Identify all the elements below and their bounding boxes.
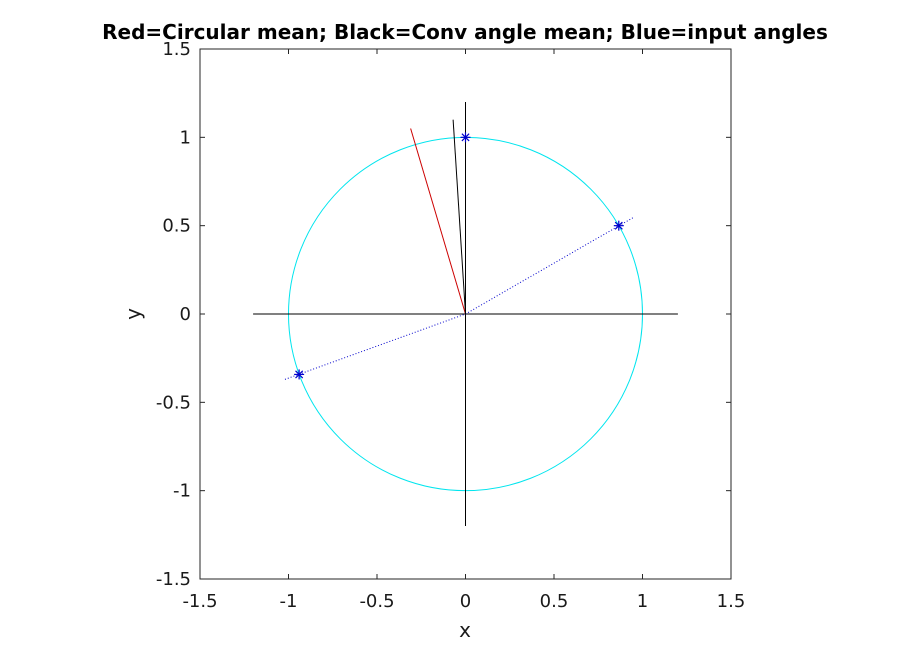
x-tick-label: 1.5 [717, 591, 746, 612]
x-tick-label: -1.5 [182, 591, 217, 612]
series-line-1 [284, 313, 466, 380]
y-tick-label: 1 [180, 127, 191, 148]
x-axis-label: x [459, 618, 471, 642]
series-line-4 [452, 119, 466, 315]
x-tick-label: 1 [637, 591, 648, 612]
input-point-marker-3 [294, 369, 305, 380]
y-tick-label: 0.5 [162, 216, 191, 237]
input-point-marker-2 [613, 220, 624, 231]
y-tick-label: -1.5 [156, 569, 191, 590]
y-tick-label: -0.5 [156, 392, 191, 413]
plot-area [199, 48, 732, 580]
y-tick-label: -1 [173, 481, 191, 502]
chart-title: Red=Circular mean; Black=Conv angle mean… [102, 20, 828, 44]
x-tick-labels: -1.5 -1 -0.5 0 0.5 1 1.5 [182, 591, 745, 612]
x-tick-label: 0 [460, 591, 471, 612]
y-tick-label: 1.5 [162, 39, 191, 60]
y-tick-label: 0 [180, 304, 191, 325]
y-tick-labels: -1.5 -1 -0.5 0 0.5 1 1.5 [156, 39, 191, 590]
x-tick-label: -0.5 [359, 591, 394, 612]
series-line-3 [410, 128, 466, 315]
y-axis-label: y [121, 308, 145, 320]
x-tick-label: -1 [280, 591, 298, 612]
series-line-2 [465, 216, 635, 315]
tick-marks [199, 48, 732, 580]
plot-content [253, 102, 678, 526]
x-tick-label: 0.5 [540, 591, 569, 612]
input-point-marker-1 [460, 132, 471, 143]
